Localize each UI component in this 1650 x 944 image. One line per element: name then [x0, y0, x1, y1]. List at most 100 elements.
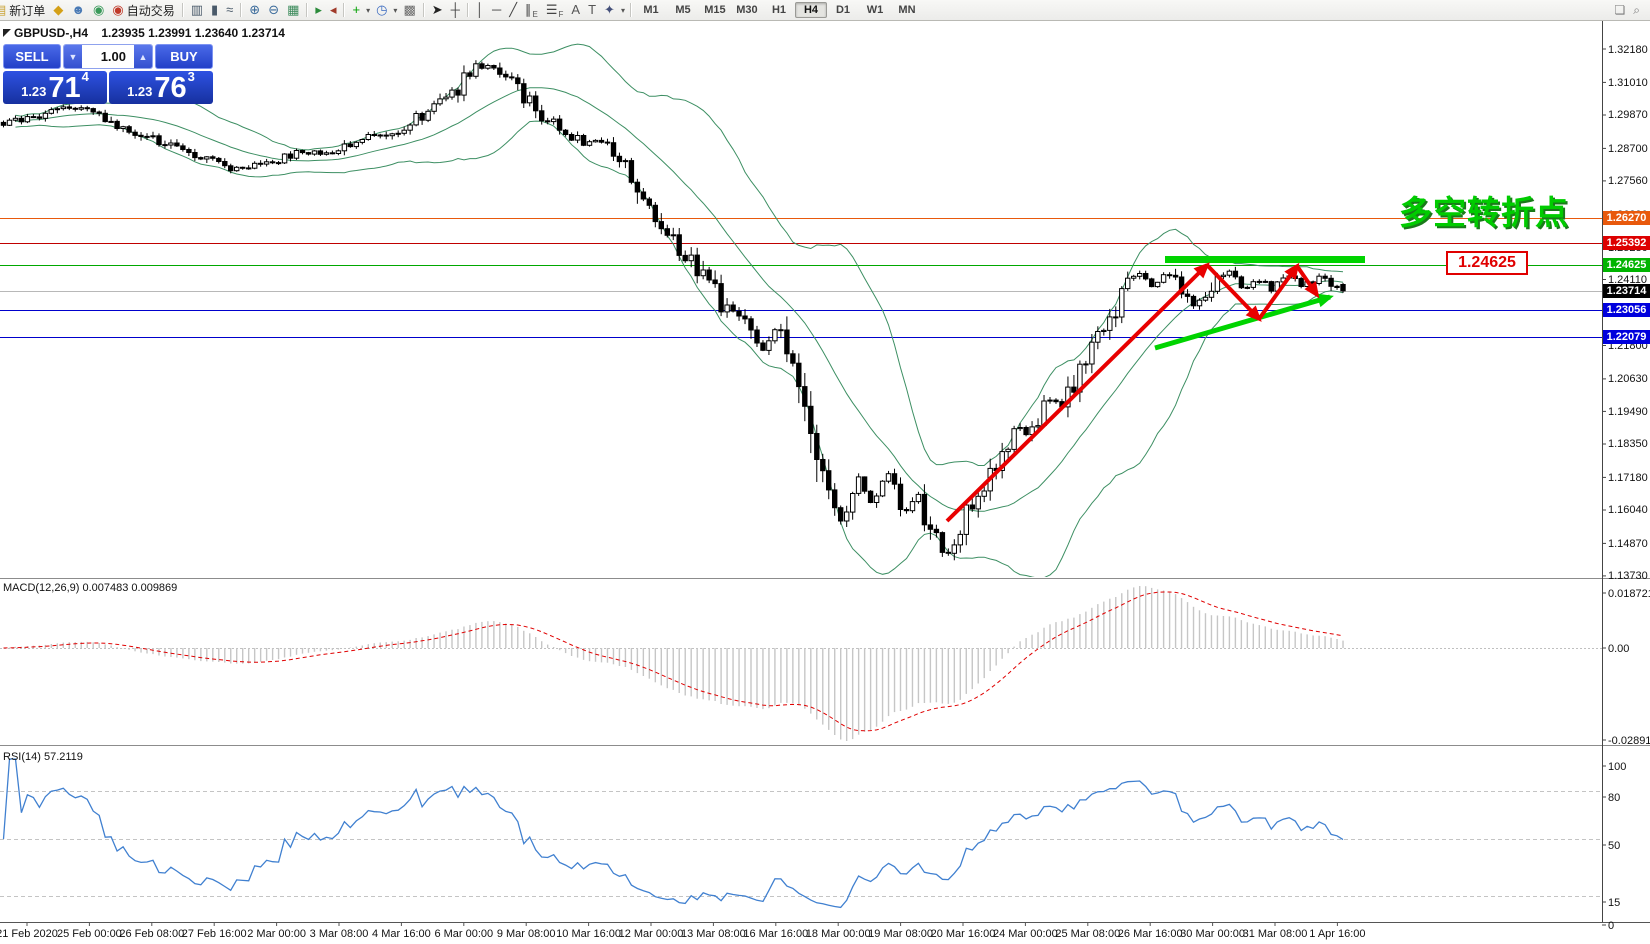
date-label: 2 Mar 00:00	[247, 928, 306, 940]
price-level-badge[interactable]: 1.24625	[1603, 257, 1650, 272]
price-path-arrow-1[interactable]	[945, 262, 1210, 523]
volume-decrease-button[interactable]: ▼	[64, 45, 82, 68]
timeframe-w1-button[interactable]: W1	[866, 4, 884, 16]
bull-candle-body	[168, 142, 174, 146]
bear-candle-body	[66, 106, 72, 109]
bull-candle-body	[150, 135, 156, 138]
zoom-out-icon: ⊖	[268, 2, 280, 17]
cursor-icon: ➤	[431, 2, 443, 17]
bear-candle-body	[287, 153, 294, 159]
price-path-arrow-3[interactable]	[1257, 262, 1300, 321]
template-icon[interactable]: ▩	[399, 1, 419, 19]
bear-candle-body	[790, 353, 796, 364]
volume-increase-button[interactable]: ▲	[134, 45, 152, 68]
chart-shift-icon[interactable]: ◂	[326, 1, 341, 19]
fibonacci-icon[interactable]: ☰ F	[542, 1, 568, 19]
bull-candle-body	[1220, 274, 1227, 278]
date-label: 16 Mar 16:00	[743, 928, 809, 940]
bull-candle-body	[999, 451, 1005, 472]
template-icon: ▩	[403, 2, 416, 17]
price-path-arrow-2[interactable]	[1205, 263, 1262, 322]
vertical-line-icon[interactable]: │	[472, 1, 488, 19]
sell-price-pips: 71	[48, 72, 81, 104]
bull-candle-body	[293, 150, 300, 159]
bear-candle-body	[897, 483, 904, 511]
price-tick-label: 1.28700	[1608, 142, 1648, 155]
bull-candle-body	[772, 329, 778, 342]
bull-candle-body	[437, 98, 443, 105]
level-price-label[interactable]: 1.24625	[1446, 251, 1528, 275]
bull-candle-body	[586, 141, 593, 146]
bear-candle-body	[1071, 386, 1077, 393]
bear-candle-body	[676, 234, 682, 256]
sell-button[interactable]: SELL	[3, 44, 61, 69]
bear-candle-body	[515, 77, 521, 85]
trendline-icon[interactable]: ╱	[505, 1, 521, 19]
bear-candle-body	[1023, 427, 1029, 436]
timeframe-h4-button[interactable]: H4	[794, 2, 827, 18]
text-label-icon[interactable]: T	[584, 1, 600, 19]
equidistant-channel-icon[interactable]: ∥ E	[521, 1, 542, 19]
zoom-in-icon: ⊕	[249, 2, 261, 17]
bear-candle-body	[246, 167, 252, 170]
bear-candle-body	[126, 126, 132, 133]
price-level-badge[interactable]: 1.23056	[1603, 302, 1650, 317]
new-chart-icon[interactable]: +	[348, 1, 364, 19]
zoom-in-icon[interactable]: ⊕	[245, 1, 264, 19]
buy-button[interactable]: BUY	[155, 44, 213, 69]
bull-candle-body	[413, 113, 419, 126]
timeframe-mn-button[interactable]: MN	[898, 4, 916, 16]
bear-candle-body	[1238, 276, 1245, 289]
signal-icon[interactable]: ◉	[89, 1, 108, 19]
crosshair-icon[interactable]: ┼	[447, 1, 464, 19]
price-level-badge[interactable]: 1.25392	[1603, 235, 1650, 250]
timeframe-h1-button[interactable]: H1	[771, 4, 786, 16]
resistance-zone-bar[interactable]	[1165, 256, 1365, 263]
bear-candle-body	[257, 162, 264, 165]
sell-price-button[interactable]: 1.23 71 4	[3, 70, 107, 104]
bull-candle-body	[1316, 275, 1322, 285]
dropdown-arrow-icon[interactable]: ▾	[366, 5, 371, 15]
date-label: 25 Mar 08:00	[1055, 928, 1121, 940]
arrows-shapes-icon[interactable]: ✦	[600, 1, 619, 19]
bull-candle-body	[365, 134, 372, 140]
price-path-arrow-4[interactable]	[1295, 264, 1320, 299]
price-level-badge[interactable]: 1.23714	[1603, 283, 1650, 298]
tile-windows-icon[interactable]: ▦	[283, 1, 303, 19]
support-trendline-arrow[interactable]	[1154, 293, 1334, 351]
timeframe-m30-button[interactable]: M30	[736, 4, 758, 16]
new-order-button[interactable]: ▤新订单	[0, 1, 49, 19]
search-icon[interactable]: ⌕	[1633, 2, 1640, 17]
sell-price-prefix: 1.23	[21, 84, 47, 99]
main-price-pane[interactable]	[0, 43, 1602, 578]
chat-icon[interactable]: ❏	[1614, 3, 1626, 17]
price-level-badge[interactable]: 1.26270	[1603, 210, 1650, 225]
buy-price-button[interactable]: 1.23 76 3	[109, 70, 213, 104]
cursor-icon[interactable]: ➤	[428, 1, 447, 19]
bull-candle-body	[60, 106, 66, 110]
candlestick-icon[interactable]: ▮	[207, 1, 222, 19]
volume-input[interactable]	[82, 45, 134, 68]
timeframe-m15-button[interactable]: M15	[704, 4, 726, 16]
timeframe-d1-button[interactable]: D1	[835, 4, 850, 16]
price-level-badge[interactable]: 1.22079	[1603, 330, 1650, 345]
market-watch-icon[interactable]: ◆	[49, 1, 67, 19]
text-icon[interactable]: A	[567, 1, 584, 19]
horizontal-line-icon[interactable]: ─	[488, 1, 505, 19]
profile-icon[interactable]: ☻	[67, 1, 89, 19]
line-chart-icon[interactable]: ≈	[222, 1, 237, 19]
dropdown-arrow-icon[interactable]: ▾	[620, 5, 625, 15]
bar-chart-icon[interactable]: ▥	[187, 1, 207, 19]
bear-candle-body	[503, 73, 509, 78]
auto-scroll-icon[interactable]: ▸	[311, 1, 326, 19]
price-tick-label: 1.29870	[1608, 109, 1648, 122]
timeframe-m1-button[interactable]: M1	[643, 4, 659, 16]
period-clock-icon[interactable]: ◷	[372, 1, 391, 19]
zoom-out-icon[interactable]: ⊖	[264, 1, 283, 19]
timeframe-m5-button[interactable]: M5	[675, 4, 691, 16]
date-label: 18 Mar 00:00	[805, 928, 871, 940]
dropdown-arrow-icon[interactable]: ▾	[393, 5, 398, 15]
bull-candle-body	[449, 89, 455, 98]
auto-trading-button[interactable]: ◉ 自动交易	[108, 1, 178, 19]
